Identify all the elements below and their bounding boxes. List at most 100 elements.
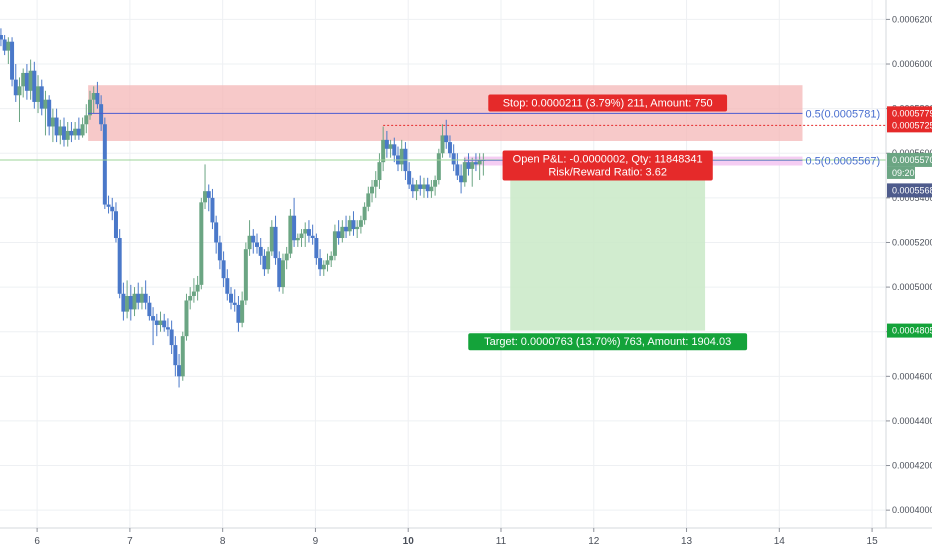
candle-body xyxy=(232,302,237,305)
candle-body xyxy=(158,320,163,326)
price-tag-entry-text: 0.0005568 xyxy=(892,185,932,195)
candle-body xyxy=(147,302,152,317)
candle-body xyxy=(76,128,81,136)
x-tick-label: 12 xyxy=(588,536,600,547)
price-tag-stop-loss-text: 0.0005725 xyxy=(892,120,932,130)
candle-body xyxy=(258,246,263,256)
candle-body xyxy=(62,126,67,140)
candle-body xyxy=(321,264,326,270)
candle-body xyxy=(113,211,118,239)
candle-body xyxy=(102,124,107,205)
stop-label-text: Stop: 0.0000211 (3.79%) 211, Amount: 750 xyxy=(503,98,713,110)
fib-upper-label: 0.5(0.0005781) xyxy=(806,108,881,120)
candle-body xyxy=(217,242,222,261)
candle-body xyxy=(13,79,18,96)
candle-body xyxy=(206,191,211,198)
candle-body xyxy=(95,93,100,105)
price-tag-entry: 0.0005568 xyxy=(887,183,932,198)
candle-body xyxy=(254,242,259,247)
x-tick-label: 10 xyxy=(403,536,415,547)
candle-body xyxy=(39,86,44,109)
candle-body xyxy=(180,336,185,377)
candle-body xyxy=(366,193,371,207)
candle-body xyxy=(165,327,170,330)
candle-body xyxy=(47,99,52,127)
candle-body xyxy=(225,278,230,294)
y-tick-label: 0.0004400 xyxy=(892,416,932,426)
y-tick-label: 0.0005000 xyxy=(892,282,932,292)
candle-body xyxy=(58,126,63,136)
candle-layer xyxy=(0,28,486,388)
candle-body xyxy=(139,293,144,303)
candle-body xyxy=(381,139,386,163)
price-tag-stop-text: 0.0005779 xyxy=(892,108,932,118)
candle-body xyxy=(347,220,352,232)
candle-body xyxy=(110,206,115,212)
candle-body xyxy=(132,293,137,310)
x-tick-label: 11 xyxy=(496,536,507,547)
x-tick-label: 8 xyxy=(220,536,226,547)
candle-body xyxy=(277,258,282,288)
y-tick-label: 0.0005400 xyxy=(892,193,932,203)
candle-body xyxy=(69,130,74,136)
candle-body xyxy=(24,72,29,91)
price-tag-target: 0.0004805 xyxy=(887,323,932,338)
candle-body xyxy=(17,86,22,96)
target-label-text: Target: 0.0000763 (13.70%) 763, Amount: … xyxy=(484,336,731,348)
candle-body xyxy=(91,93,96,100)
price-tag-stop-loss: 0.0005725 xyxy=(887,118,932,133)
grid-layer xyxy=(0,0,886,528)
price-tag-target-bg xyxy=(887,323,932,338)
candle-body xyxy=(28,70,33,91)
candle-body xyxy=(10,41,15,80)
candle-body xyxy=(473,162,478,165)
candle-body xyxy=(84,115,89,125)
candle-body xyxy=(451,153,456,165)
candle-body xyxy=(284,253,289,261)
candle-body xyxy=(125,296,130,312)
candle-body xyxy=(177,365,182,377)
candle-body xyxy=(373,180,378,187)
candle-body xyxy=(459,175,464,183)
candle-body xyxy=(399,148,404,165)
candle-body xyxy=(410,184,415,192)
candle-body xyxy=(388,144,393,149)
candle-body xyxy=(99,104,104,125)
candle-body xyxy=(384,139,389,149)
candle-body xyxy=(433,180,438,187)
y-tick-label: 0.0004600 xyxy=(892,371,932,381)
candle-body xyxy=(355,226,360,230)
y-tick-label: 0.0005200 xyxy=(892,237,932,247)
candle-body xyxy=(188,296,193,301)
candle-body xyxy=(173,345,178,366)
candle-body xyxy=(203,191,208,203)
price-tag-time: 09:20 xyxy=(887,166,915,179)
candle-body xyxy=(440,135,445,154)
candle-body xyxy=(477,159,482,165)
candle-body xyxy=(243,249,248,301)
candle-body xyxy=(462,162,467,183)
candle-body xyxy=(266,251,271,270)
candle-body xyxy=(325,260,330,265)
candle-body xyxy=(54,117,59,136)
candle-body xyxy=(292,215,297,241)
candle-body xyxy=(303,229,308,234)
candle-body xyxy=(447,142,452,154)
candle-body xyxy=(32,70,37,102)
candle-body xyxy=(351,220,356,230)
candle-body xyxy=(50,117,55,127)
candle-body xyxy=(332,231,337,256)
x-tick-label: 7 xyxy=(127,536,133,547)
price-tag-stop: 0.0005779 xyxy=(887,106,932,121)
candle-body xyxy=(470,162,475,169)
price-tag-time-bg xyxy=(887,166,915,179)
x-tick-label: 13 xyxy=(681,536,693,547)
candle-body xyxy=(162,320,167,328)
candle-body xyxy=(221,260,226,279)
candle-body xyxy=(247,235,252,250)
candle-body xyxy=(444,135,449,143)
candle-body xyxy=(0,35,3,40)
